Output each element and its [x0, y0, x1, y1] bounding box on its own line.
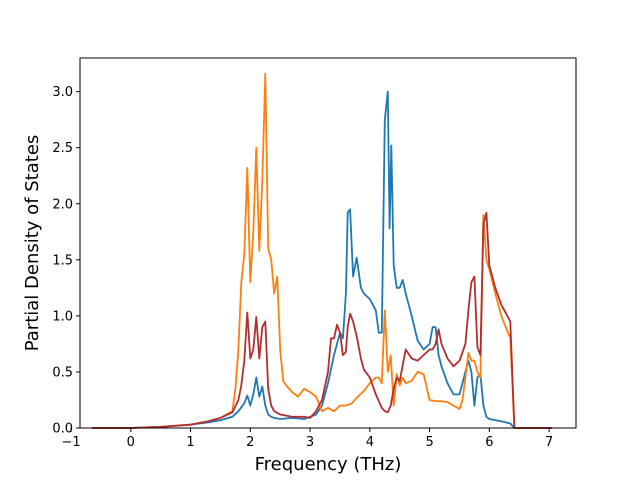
x-tick-label: 6 [485, 435, 493, 450]
x-tick-label: 0 [127, 435, 135, 450]
y-axis-ticks: 0.0 0.5 1.0 1.5 2.0 2.5 3.0 [52, 85, 80, 437]
x-tick-label: −1 [61, 435, 80, 450]
x-tick-label: 2 [246, 435, 254, 450]
x-tick-label: 5 [425, 435, 433, 450]
series-line-1 [92, 90, 553, 429]
series-line-2 [92, 72, 553, 429]
y-tick-label: 0.0 [52, 422, 73, 437]
x-tick-label: 3 [306, 435, 314, 450]
x-tick-label: 4 [366, 435, 374, 450]
series-layer [92, 72, 553, 429]
plot-area-frame [79, 57, 577, 429]
x-tick-label: 1 [186, 435, 194, 450]
series-line-3 [92, 211, 553, 429]
x-axis-label: Frequency (THz) [255, 454, 402, 475]
y-tick-label: 1.0 [52, 309, 73, 324]
y-tick-label: 2.5 [52, 141, 73, 156]
x-axis-ticks: −1 0 1 2 3 4 5 6 7 [61, 428, 553, 450]
y-tick-label: 2.0 [52, 197, 73, 212]
x-tick-label: 7 [545, 435, 553, 450]
y-axis-label: Partial Density of States [22, 135, 43, 352]
y-tick-label: 0.5 [52, 365, 73, 380]
y-tick-label: 1.5 [52, 253, 73, 268]
y-tick-label: 3.0 [52, 85, 73, 100]
